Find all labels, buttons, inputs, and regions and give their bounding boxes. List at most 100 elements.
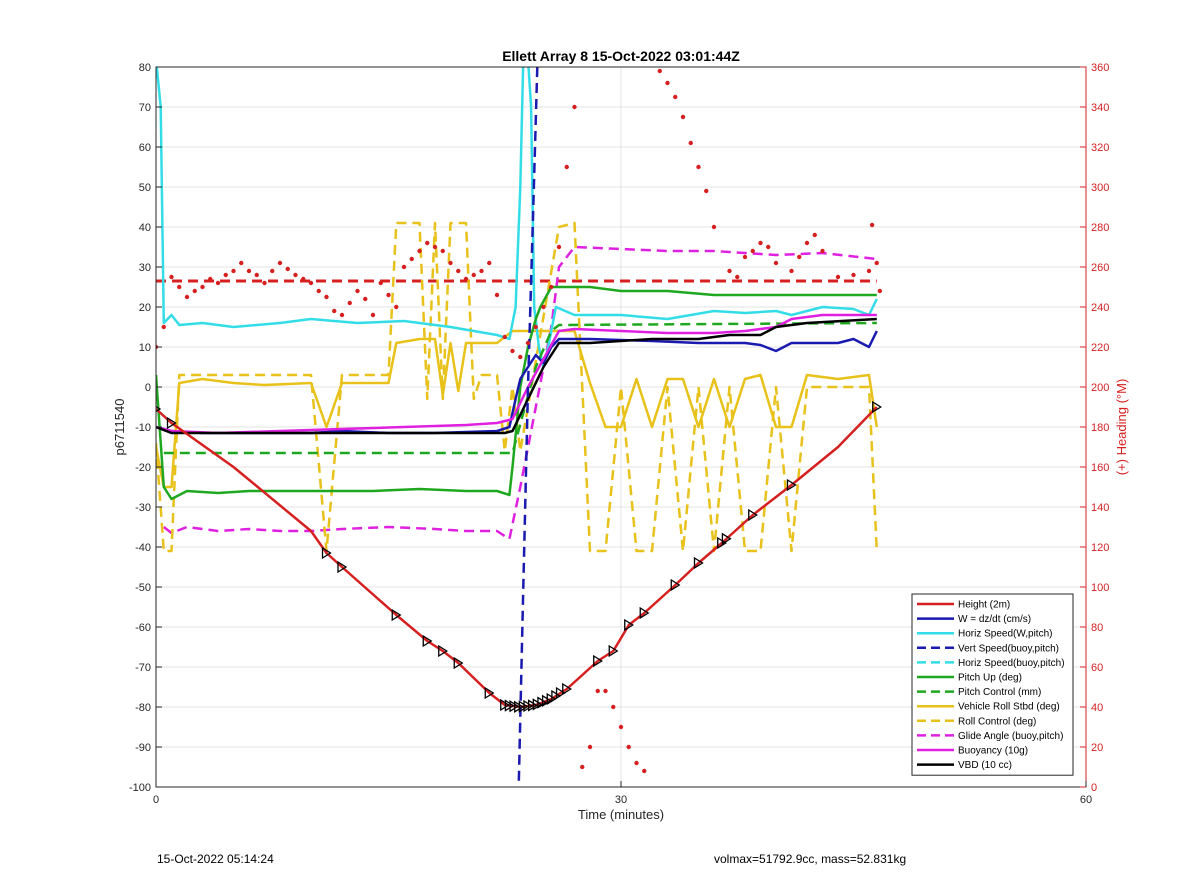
height-marker: [748, 508, 758, 522]
y-tick-label: 10: [139, 342, 151, 354]
y2-tick-label: 160: [1091, 462, 1109, 474]
legend-label: Glide Angle (buoy,pitch): [958, 731, 1063, 742]
heading-point: [665, 80, 670, 86]
legend-label: Pitch Control (mm): [958, 687, 1041, 698]
heading-point: [750, 248, 755, 254]
heading-point: [479, 268, 484, 274]
heading-point: [370, 312, 376, 318]
heading-point: [618, 724, 624, 730]
heading-point: [611, 704, 616, 710]
height-marker: [166, 416, 177, 430]
series-vehicle-roll-stbd-deg: [156, 329, 879, 489]
heading-point: [270, 268, 275, 274]
legend: Height (2m) W = dz/dt (cm/s) Horiz Speed(W…: [911, 593, 1074, 776]
heading-point: [773, 260, 779, 266]
heading-point: [595, 688, 600, 694]
heading-point: [634, 760, 639, 766]
y2-tick-label: 320: [1091, 142, 1109, 154]
y2-tick-label: 200: [1091, 382, 1109, 394]
heading-point: [246, 268, 252, 274]
heading-point: [440, 248, 445, 254]
heading-point: [603, 688, 608, 694]
series-pitch-control-mm: [163, 321, 877, 455]
height-marker: [872, 400, 882, 414]
heading-point: [448, 260, 453, 266]
heading-point: [727, 268, 732, 274]
heading-point: [766, 244, 771, 250]
height-marker: [721, 532, 732, 545]
tick-labels: 80706050403020100-10-20-30-40-50-60-70-8…: [129, 62, 1109, 806]
heading-point: [711, 224, 717, 230]
heading-point: [510, 348, 515, 354]
heading-point: [184, 294, 190, 300]
heading-point: [363, 296, 368, 302]
heading-point: [277, 260, 283, 266]
y2-axis-label: (+) Heading (°M): [1114, 379, 1129, 476]
heading-point: [657, 68, 662, 74]
heading-point: [463, 276, 469, 282]
y2-tick-label: 180: [1091, 422, 1109, 434]
y-tick-label: -30: [135, 502, 151, 514]
heading-point: [696, 164, 701, 170]
y-tick-label: 30: [139, 262, 151, 274]
heading-point: [680, 114, 686, 120]
y-tick-label: -70: [135, 662, 151, 674]
heading-point: [688, 140, 693, 146]
heading-point: [161, 324, 166, 330]
height-marker: [453, 656, 464, 670]
heading-point: [332, 308, 337, 314]
y2-tick-label: 240: [1091, 302, 1109, 314]
heading-point: [758, 240, 763, 246]
series-roll-control-deg: [156, 221, 879, 553]
y2-tick-label: 260: [1091, 262, 1109, 274]
heading-point: [587, 744, 593, 750]
heading-point: [301, 276, 306, 282]
legend-label: Horiz Speed(W,pitch): [958, 629, 1052, 640]
height-marker: [562, 682, 572, 696]
height-marker: [693, 556, 704, 570]
legend-label: Pitch Up (deg): [958, 673, 1022, 684]
heading-point: [355, 288, 360, 294]
heading-point: [192, 288, 197, 294]
legend-label: Height (2m): [958, 600, 1010, 611]
y-tick-label: -20: [135, 462, 151, 474]
heading-point: [673, 94, 678, 100]
y-tick-label: -80: [135, 702, 151, 714]
heading-point: [835, 274, 841, 280]
heading-point: [642, 768, 647, 774]
series-glide-angle-buoy-pitch: [163, 245, 877, 541]
heading-point: [851, 272, 856, 278]
heading-point: [169, 274, 174, 280]
x-axis-label: Time (minutes): [578, 807, 664, 822]
heading-point: [401, 264, 407, 270]
height-marker: [438, 644, 448, 658]
height-marker: [608, 644, 619, 658]
y-tick-label: -60: [135, 622, 151, 634]
heading-point: [339, 312, 345, 318]
y-tick-label: -40: [135, 542, 151, 554]
series-pitch-up-deg: [156, 285, 877, 501]
heading-point: [316, 288, 321, 294]
heading-point: [177, 284, 182, 290]
y-tick-label: 20: [139, 302, 151, 314]
y-tick-label: -100: [129, 782, 151, 794]
y2-tick-label: 0: [1091, 782, 1097, 794]
y-tick-label: 70: [139, 102, 151, 114]
heading-point: [869, 222, 875, 228]
y2-tick-label: 120: [1091, 542, 1109, 554]
heading-point: [874, 260, 879, 266]
height-marker: [337, 560, 348, 574]
height-marker: [624, 618, 634, 632]
legend-label: VBD (10 cc): [958, 760, 1012, 771]
heading-point: [572, 104, 577, 110]
y2-tick-label: 100: [1091, 582, 1109, 594]
heading-point: [735, 274, 740, 280]
height-marker: [555, 686, 566, 700]
heading-point: [432, 244, 438, 250]
heading-point: [409, 256, 414, 262]
heading-point: [533, 324, 538, 330]
y2-tick-label: 80: [1091, 622, 1103, 634]
y-axis-label: p6711540: [112, 399, 127, 456]
heading-point: [564, 164, 569, 170]
